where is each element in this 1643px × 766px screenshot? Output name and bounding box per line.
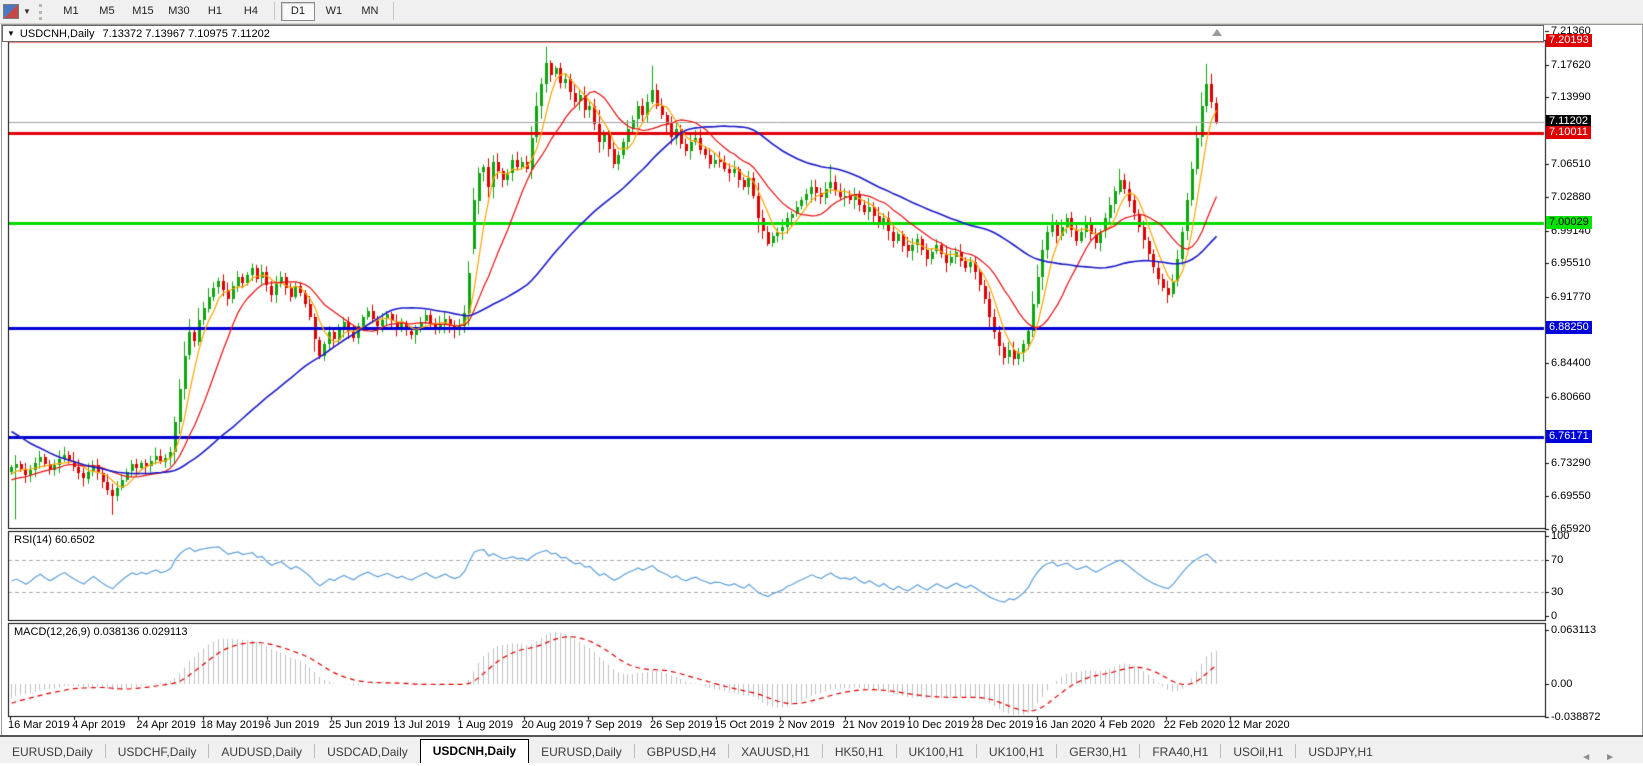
macd-axis-tick: 0.063113 [1551, 624, 1597, 637]
time-axis-label: 16 Mar 2019 [8, 719, 70, 731]
tab-xauusd-h1[interactable]: XAUUSD,H1 [741, 745, 810, 759]
rsi-axis-tick: 100 [1551, 530, 1570, 542]
time-axis-label: 4 Apr 2019 [72, 719, 126, 731]
rsi-axis-tick: 0 [1551, 610, 1558, 622]
time-axis-label: 28 Dec 2019 [971, 719, 1034, 731]
time-axis-label: 1 Aug 2019 [457, 719, 514, 731]
tab-eurusd-daily[interactable]: EURUSD,Daily [541, 745, 622, 759]
tab-uk100-h1[interactable]: UK100,H1 [908, 745, 964, 759]
time-axis-label: 2 Nov 2019 [778, 719, 835, 731]
price-axis-tick: 7.21360 [1551, 25, 1591, 37]
time-axis-label: 4 Feb 2020 [1099, 719, 1156, 731]
time-axis-label: 7 Sep 2019 [585, 719, 643, 731]
time-axis-label: 22 Feb 2020 [1163, 719, 1226, 731]
price-axis-tick: 6.84400 [1551, 356, 1591, 369]
tab-usdcnh-daily[interactable]: USDCNH,Daily [419, 739, 530, 763]
chart-title-ohlc: 7.13372 7.13967 7.10975 7.11202 [102, 27, 270, 40]
tab-eurusd-daily[interactable]: EURUSD,Daily [12, 745, 93, 759]
price-badge: 6.76171 [1546, 429, 1592, 443]
price-badge: 7.00029 [1546, 215, 1592, 229]
chart-title-symbol: USDCNH,Daily [19, 27, 95, 40]
time-axis-label: 16 Jan 2020 [1035, 719, 1096, 731]
tab-scroll-right-icon[interactable]: ► [1605, 752, 1615, 763]
symbol-dropdown-icon[interactable]: ▼ [7, 29, 15, 38]
tab-scroll-left-icon[interactable]: ◄ [1581, 752, 1592, 763]
time-axis-label: 15 Oct 2019 [714, 719, 775, 731]
time-axis-label: 25 Jun 2019 [329, 719, 390, 731]
time-axis-label: 18 May 2019 [200, 719, 265, 731]
time-axis-label: 12 Mar 2020 [1227, 719, 1290, 731]
chart-shift-marker [1212, 29, 1222, 36]
price-axis-tick: 7.06510 [1551, 158, 1591, 171]
tab-scroll-arrows: ◄ ► [1581, 752, 1643, 763]
price-axis-tick: 6.73290 [1551, 456, 1591, 469]
time-axis-label: 13 Jul 2019 [393, 719, 451, 731]
time-axis-label: 20 Aug 2019 [521, 719, 584, 731]
price-badge: 7.20193 [1546, 34, 1592, 48]
tab-usdchf-daily[interactable]: USDCHF,Daily [117, 745, 197, 759]
tab-hk50-h1[interactable]: HK50,H1 [834, 745, 884, 759]
tab-usdjpy-h1[interactable]: USDJPY,H1 [1308, 745, 1373, 759]
macd-axis-tick: 0.00 [1551, 678, 1573, 690]
price-axis-tick: 7.17620 [1551, 58, 1591, 71]
price-axis-tick: 7.13990 [1551, 91, 1591, 104]
tab-gbpusd-h4[interactable]: GBPUSD,H4 [646, 745, 717, 759]
price-axis-tick: 6.80660 [1551, 390, 1591, 403]
price-axis-tick: 7.02880 [1551, 190, 1591, 203]
tab-fra40-h1[interactable]: FRA40,H1 [1152, 745, 1209, 759]
time-axis-label: 6 Jun 2019 [264, 719, 320, 731]
price-axis-tick: 6.95510 [1551, 257, 1591, 270]
time-axis-label: 24 Apr 2019 [136, 719, 196, 731]
price-badge: 7.10011 [1546, 125, 1591, 139]
tab-ger30-h1[interactable]: GER30,H1 [1069, 745, 1128, 759]
rsi-label: RSI(14) 60.6502 [14, 534, 95, 546]
price-badge: 6.88250 [1546, 321, 1592, 335]
chart-tab-bar: EURUSD,Daily USDCHF,Daily AUDUSD,Daily USDC… [0, 735, 1643, 763]
time-axis-label: 10 Dec 2019 [906, 719, 970, 731]
rsi-axis-tick: 30 [1551, 586, 1564, 598]
tab-usoil-h1[interactable]: USOil,H1 [1233, 745, 1284, 759]
time-axis-label: 21 Nov 2019 [842, 719, 905, 731]
price-axis-tick: 6.69550 [1551, 490, 1591, 503]
price-axis-tick: 6.91770 [1551, 290, 1591, 303]
tab-audusd-daily[interactable]: AUDUSD,Daily [221, 745, 303, 759]
tab-usdcad-daily[interactable]: USDCAD,Daily [327, 745, 408, 759]
tab-uk100-h1[interactable]: UK100,H1 [988, 745, 1045, 759]
chart-titlebar[interactable]: ▼ USDCNH,Daily 7.13372 7.13967 7.10975 7… [2, 25, 1544, 42]
rsi-axis-tick: 70 [1551, 554, 1564, 566]
macd-axis-tick: -0.038872 [1551, 711, 1601, 724]
macd-label: MACD(12,26,9) 0.038136 0.029113 [14, 626, 188, 638]
price-badge: 7.11202 [1546, 115, 1591, 129]
price-axis-tick: 6.65920 [1551, 522, 1591, 535]
time-axis-label: 26 Sep 2019 [650, 719, 713, 731]
